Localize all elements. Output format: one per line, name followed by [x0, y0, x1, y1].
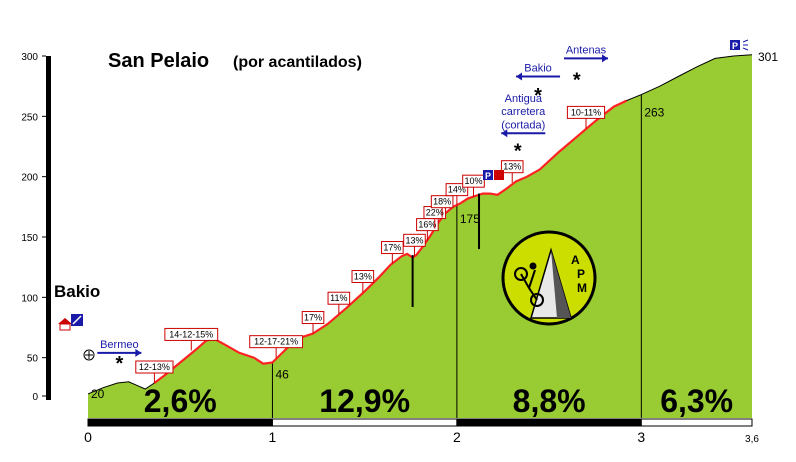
- altitude-label: 301: [758, 50, 778, 64]
- junction-star: *: [573, 70, 581, 92]
- altitude-label: 20: [91, 387, 105, 401]
- km-bar-segment: [87, 418, 273, 427]
- gradient-label: 17%: [304, 313, 322, 323]
- y-tick-label: 100: [21, 293, 38, 304]
- annotation-text: (cortada): [501, 119, 545, 131]
- gradient-label: 17%: [383, 243, 401, 253]
- chart-title: San Pelaio: [108, 50, 209, 72]
- logo-letter-p: P: [577, 267, 585, 281]
- gradient-label-box: [500, 160, 524, 174]
- direction-arrowhead: [501, 129, 508, 138]
- gradient-label: 12-13%: [139, 362, 170, 372]
- gradient-label-box: [351, 270, 375, 284]
- gradient-label-box: [249, 335, 304, 349]
- labels-layer: 20 46 175 263 301 12-13% 14-12-15% 12-17-21% 17%…: [91, 45, 778, 401]
- direction-arrowhead: [602, 54, 608, 63]
- junction-star: *: [115, 353, 123, 375]
- start-town-label: Bakio: [54, 282, 100, 301]
- y-tick-label: 250: [21, 112, 38, 123]
- gradient-label-box: [327, 291, 351, 305]
- junction-star: *: [534, 85, 542, 107]
- km-bar-segment: [271, 418, 458, 427]
- segment-gradient-label: 6,3%: [660, 383, 733, 419]
- y-axis-bar: [46, 56, 51, 400]
- segment-gradient-label: 2,6%: [144, 383, 217, 419]
- gradient-label: 13%: [405, 235, 423, 245]
- altitude-label: 175: [460, 212, 480, 226]
- gradient-label: 13%: [503, 162, 521, 172]
- axes-layer: 0 50 100 150 200 250 300 0 1 2 3 3,6: [21, 52, 759, 445]
- logo-letter-a: A: [571, 253, 580, 267]
- gradient-label: 14-12-15%: [169, 329, 213, 339]
- gradient-label: 12-17-21%: [254, 337, 298, 347]
- gradient-label-box: [403, 233, 426, 247]
- chart-subtitle: (por acantilados): [233, 54, 362, 71]
- altitude-label: 263: [644, 106, 664, 120]
- y-tick-label: 0: [32, 392, 38, 403]
- gradient-label-box: [566, 105, 606, 119]
- x-tick-label: 1: [269, 429, 277, 445]
- x-tick-label: 3: [637, 429, 645, 445]
- gradient-label: 18%: [433, 197, 451, 207]
- gradient-label-box: [164, 327, 219, 341]
- km-bar-segment: [640, 418, 753, 427]
- direction-arrowhead: [135, 348, 142, 357]
- y-tick-label: 300: [21, 52, 38, 63]
- annotation-text: Antenas: [566, 45, 607, 57]
- parking-icon: P: [483, 170, 493, 181]
- annotation-text: Antigua: [505, 93, 543, 105]
- logo-letter-m: M: [577, 281, 587, 295]
- y-tick-label: 50: [27, 354, 39, 365]
- gradient-label-box: [430, 195, 454, 209]
- svg-text:P: P: [732, 41, 738, 51]
- gradient-label-box: [381, 241, 404, 255]
- apm-logo: A P M: [501, 230, 597, 326]
- summit-parking-icon: P: [730, 39, 749, 51]
- annotation-text: Bermeo: [100, 339, 139, 351]
- x-tick-label: 3,6: [745, 434, 759, 445]
- restaurant-icon: [494, 170, 504, 180]
- annotation-text: carretera: [501, 106, 546, 118]
- gradient-label: 10-11%: [571, 107, 601, 117]
- gradient-label: 16%: [418, 220, 436, 230]
- gradient-label: 14%: [448, 185, 466, 195]
- gradient-label: 13%: [354, 272, 372, 282]
- gradient-label: 11%: [330, 293, 347, 303]
- altitude-label: 46: [275, 367, 289, 381]
- x-tick-label: 2: [453, 429, 461, 445]
- y-tick-label: 150: [21, 233, 38, 244]
- direction-arrowhead: [516, 72, 523, 81]
- gradient-label-box: [301, 311, 325, 325]
- gradient-label: 22%: [426, 208, 444, 218]
- gradient-label-box: [135, 360, 174, 374]
- x-tick-label: 0: [84, 429, 92, 445]
- road-line: [153, 99, 628, 384]
- segment-gradient-label: 12,9%: [319, 383, 410, 419]
- km-bar-segment: [456, 418, 642, 427]
- start-marker-icon: [83, 349, 95, 361]
- svg-text:P: P: [485, 171, 491, 181]
- profile-area: [88, 54, 752, 419]
- segment-layer: 2,6% 12,9% 8,8% 6,3%: [144, 94, 733, 419]
- gradient-label: 10%: [464, 176, 482, 186]
- house-icon: [58, 318, 72, 331]
- annotation-text: Bakio: [524, 63, 552, 75]
- gradient-label-box: [462, 174, 485, 188]
- junction-star: *: [514, 141, 522, 163]
- road-layer: [153, 99, 628, 384]
- cyclist-sign-icon: [71, 314, 83, 326]
- y-tick-label: 200: [21, 173, 38, 184]
- segment-gradient-label: 8,8%: [513, 383, 586, 419]
